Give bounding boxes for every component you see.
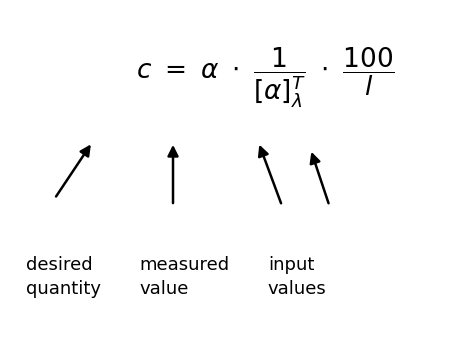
Text: desired
quantity: desired quantity <box>26 256 101 298</box>
Text: input
values: input values <box>268 256 327 298</box>
Text: $c \ = \ \alpha \ \cdot \ \dfrac{1}{[\alpha]^{T}_{\lambda}} \ \cdot \ \dfrac{100: $c \ = \ \alpha \ \cdot \ \dfrac{1}{[\al… <box>136 46 395 110</box>
Text: measured
value: measured value <box>140 256 230 298</box>
